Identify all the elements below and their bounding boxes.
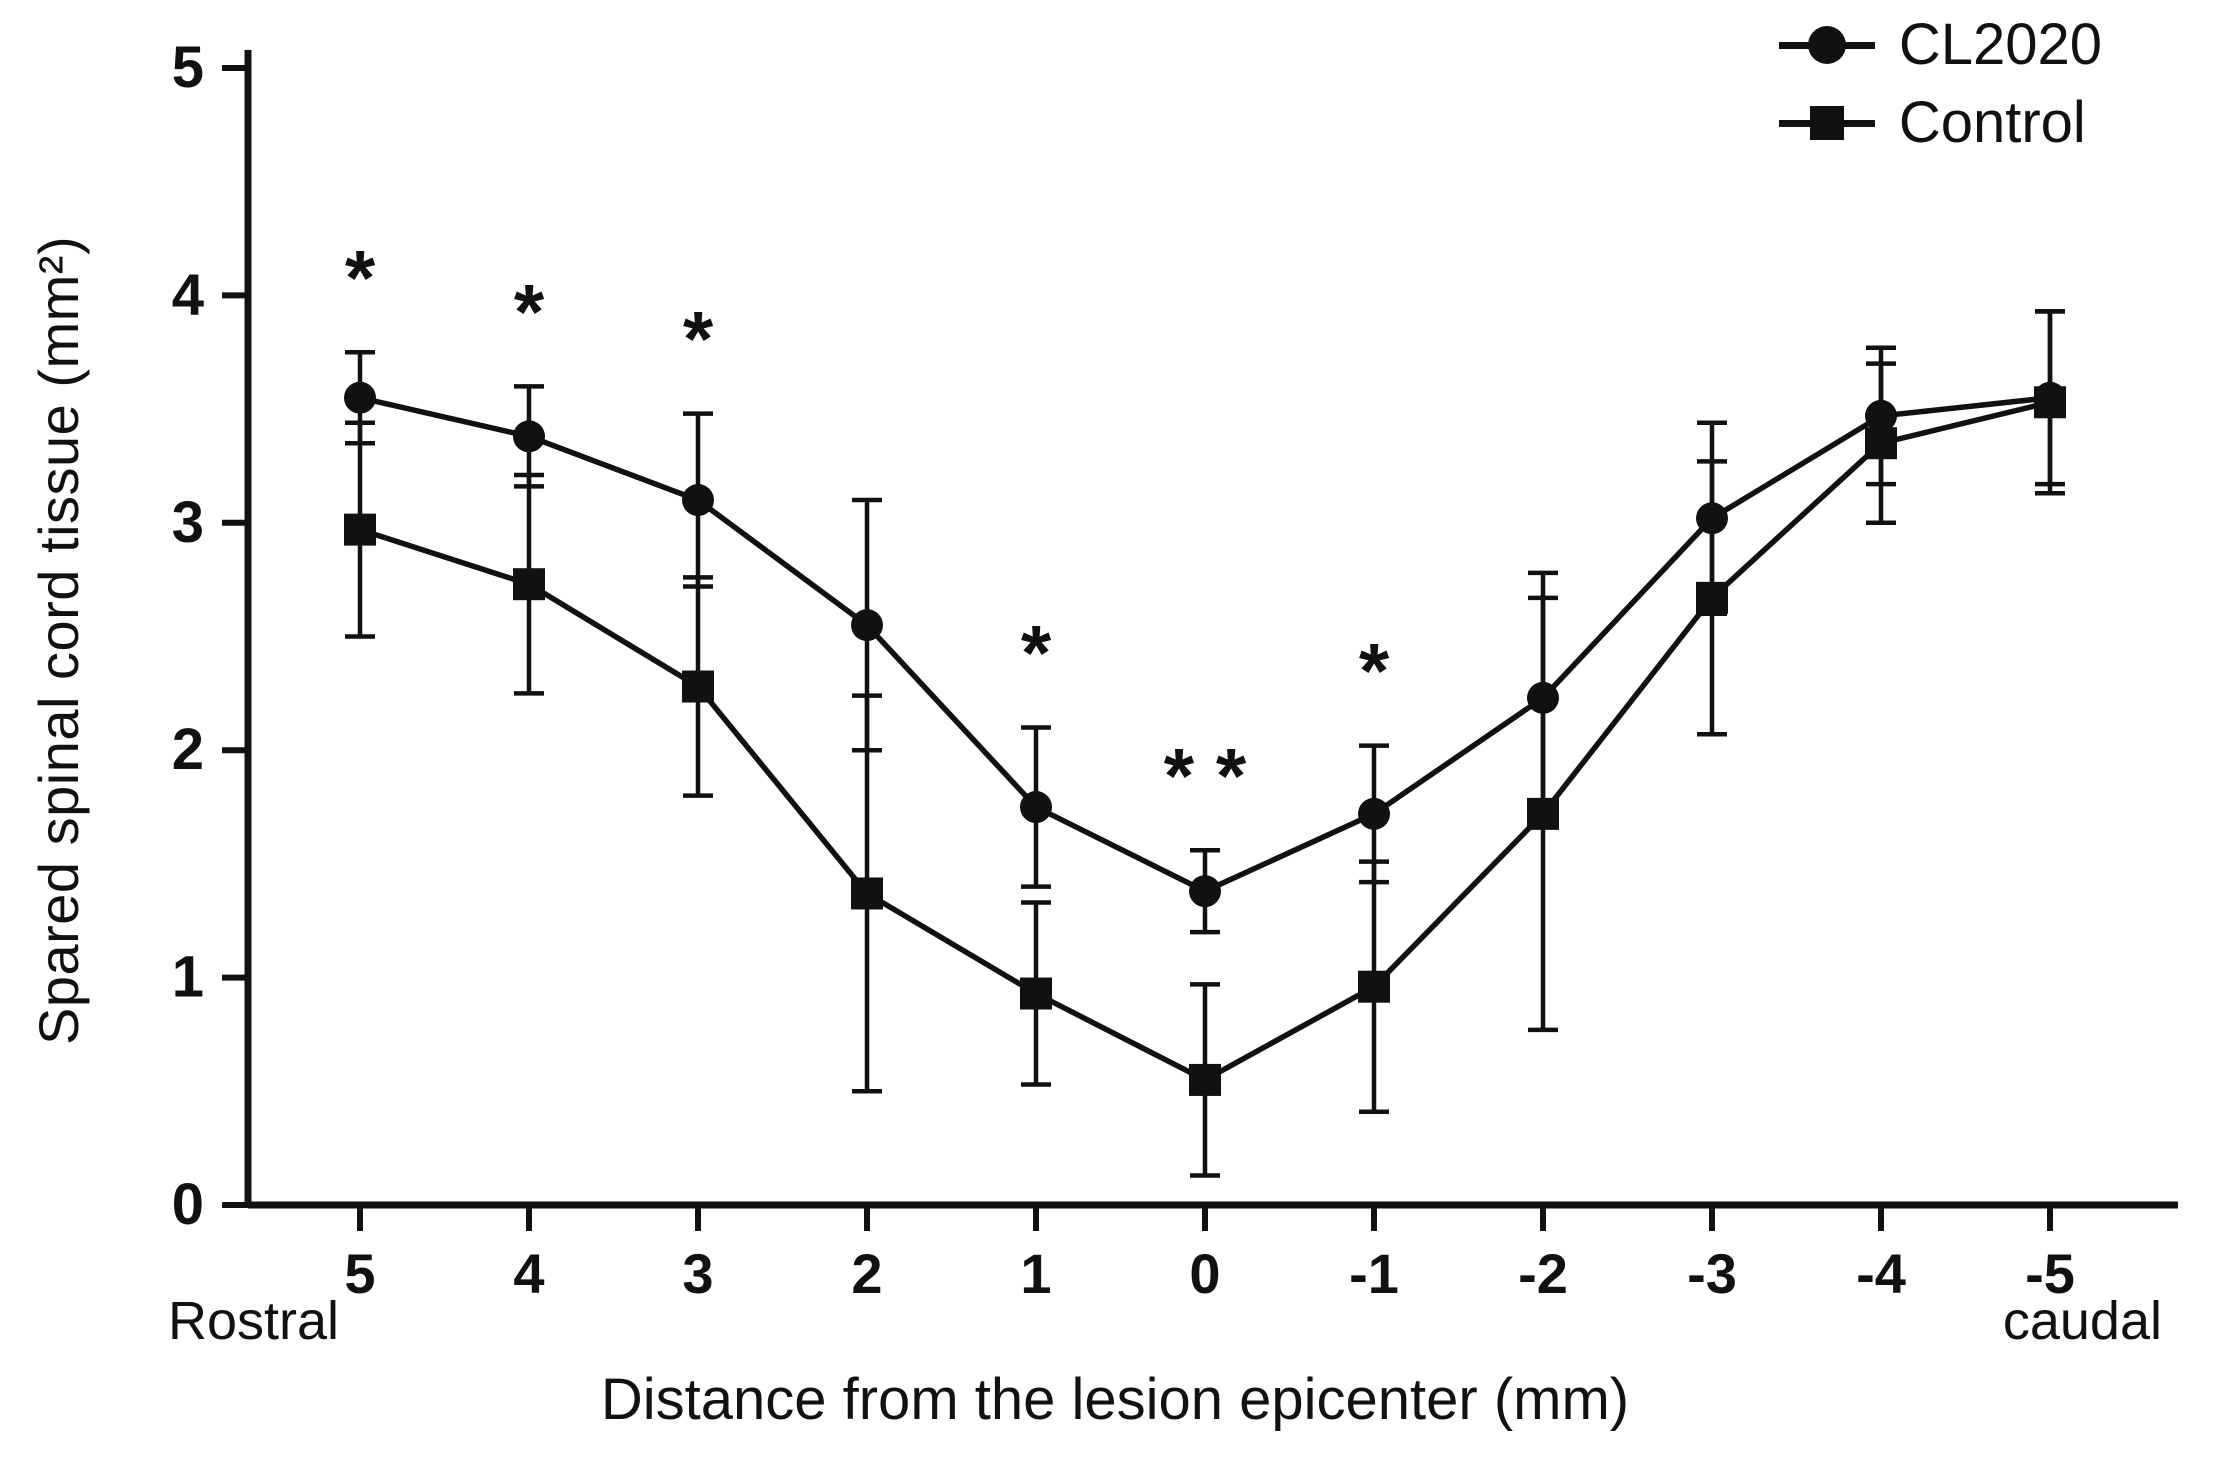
data-point-square [1189,1063,1221,1096]
x-tick-label: 3 [682,1242,713,1305]
x-tick-label: -4 [1856,1242,1906,1305]
circle-marker-icon [1778,23,1875,67]
significance-asterisk: * * [1164,731,1247,819]
circle-glyph [1807,26,1846,64]
x-axis-right-annotation: caudal [2002,1291,2162,1351]
data-point-circle [1358,797,1390,830]
x-tick-label: 1 [1020,1242,1051,1305]
data-point-circle [1696,502,1728,535]
legend-item-control: Control [1778,90,2102,155]
data-point-circle [1865,399,1897,432]
significance-asterisk: * [683,295,714,383]
significance-asterisk: * [1021,608,1052,696]
x-axis-title: Distance from the lesion epicenter (mm) [600,1367,1630,1432]
x-tick-label: -3 [1687,1242,1737,1305]
y-tick-label: 1 [172,945,204,1010]
y-tick-label: 5 [172,35,204,100]
data-point-square [513,568,545,601]
y-tick-label: 0 [172,1172,204,1237]
data-point-square [1020,977,1052,1010]
data-point-square [1696,581,1728,614]
legend: CL2020 Control [1778,12,2102,155]
x-tick-label: -1 [1349,1242,1399,1305]
legend-label-cl2020: CL2020 [1898,12,2102,77]
x-axis-left-annotation: Rostral [168,1291,340,1351]
data-point-circle [682,484,714,517]
x-tick-label: -2 [1518,1242,1568,1305]
data-point-circle [851,609,883,642]
data-point-circle [1020,791,1052,824]
data-point-square [1358,970,1390,1003]
y-tick-label: 4 [172,262,204,327]
square-marker-icon [1778,101,1875,145]
significance-asterisk: * [514,267,545,355]
data-point-circle [344,381,376,414]
data-point-circle [1527,681,1559,714]
x-tick-label: 4 [513,1242,544,1305]
y-tick-label: 3 [172,490,204,555]
legend-item-cl2020: CL2020 [1778,12,2102,77]
x-tick-label: -5 [2025,1242,2075,1305]
data-point-circle [513,420,545,453]
x-tick-label: 0 [1189,1242,1220,1305]
y-axis-title: Spared spinal cord tissue (mm²) [27,235,90,1045]
square-glyph [1809,106,1844,140]
significance-asterisk: * [345,233,376,321]
data-point-square [344,513,376,546]
x-tick-label: 5 [344,1242,375,1305]
data-point-square [1527,797,1559,830]
y-tick-label: 2 [172,717,204,782]
data-point-circle [1189,875,1221,908]
data-point-square [682,670,714,703]
significance-asterisk: * [1359,627,1390,715]
data-point-square [1865,427,1897,460]
data-point-square [851,877,883,910]
x-tick-label: 2 [851,1242,882,1305]
legend-label-control: Control [1898,90,2086,155]
data-point-square [2034,386,2066,419]
